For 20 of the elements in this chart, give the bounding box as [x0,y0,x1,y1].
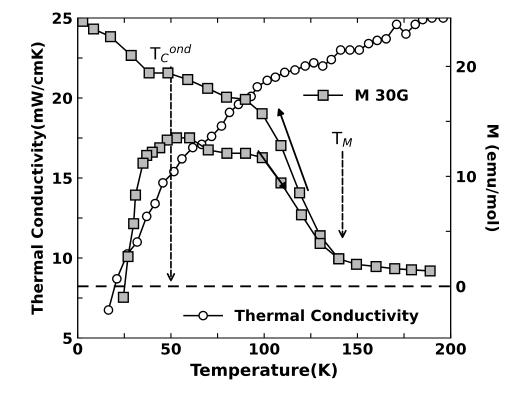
x-tick-label: 0 [73,343,82,355]
y2-axis-title: M (emu/mol) [485,124,500,232]
y-tick-label: 10 [53,252,72,264]
y-tick-label: 5 [63,332,72,344]
annotation: T$_{C}$$^{ond}$ [150,44,192,62]
x-tick-label: 150 [343,343,373,355]
annotation: T$_{M}$ [332,132,352,147]
x-axis-title: Temperature(K) [190,363,337,380]
y-tick-label: 20 [52,92,72,104]
x-tick-label: 200 [436,343,466,355]
x-tick-label: 100 [250,343,280,355]
legend-label: Thermal Conductivity [234,309,419,324]
y2-tick-label: 20 [456,60,476,72]
y-tick-label: 25 [52,12,72,24]
y-axis-title: Thermal Conductivity(mW/cmK) [31,42,46,315]
legend-label: M 30G [356,89,408,101]
y-tick-label: 15 [53,172,72,184]
y2-tick-label: 0 [456,280,466,292]
x-tick-label: 50 [161,343,181,355]
y2-tick-label: 10 [457,170,476,182]
